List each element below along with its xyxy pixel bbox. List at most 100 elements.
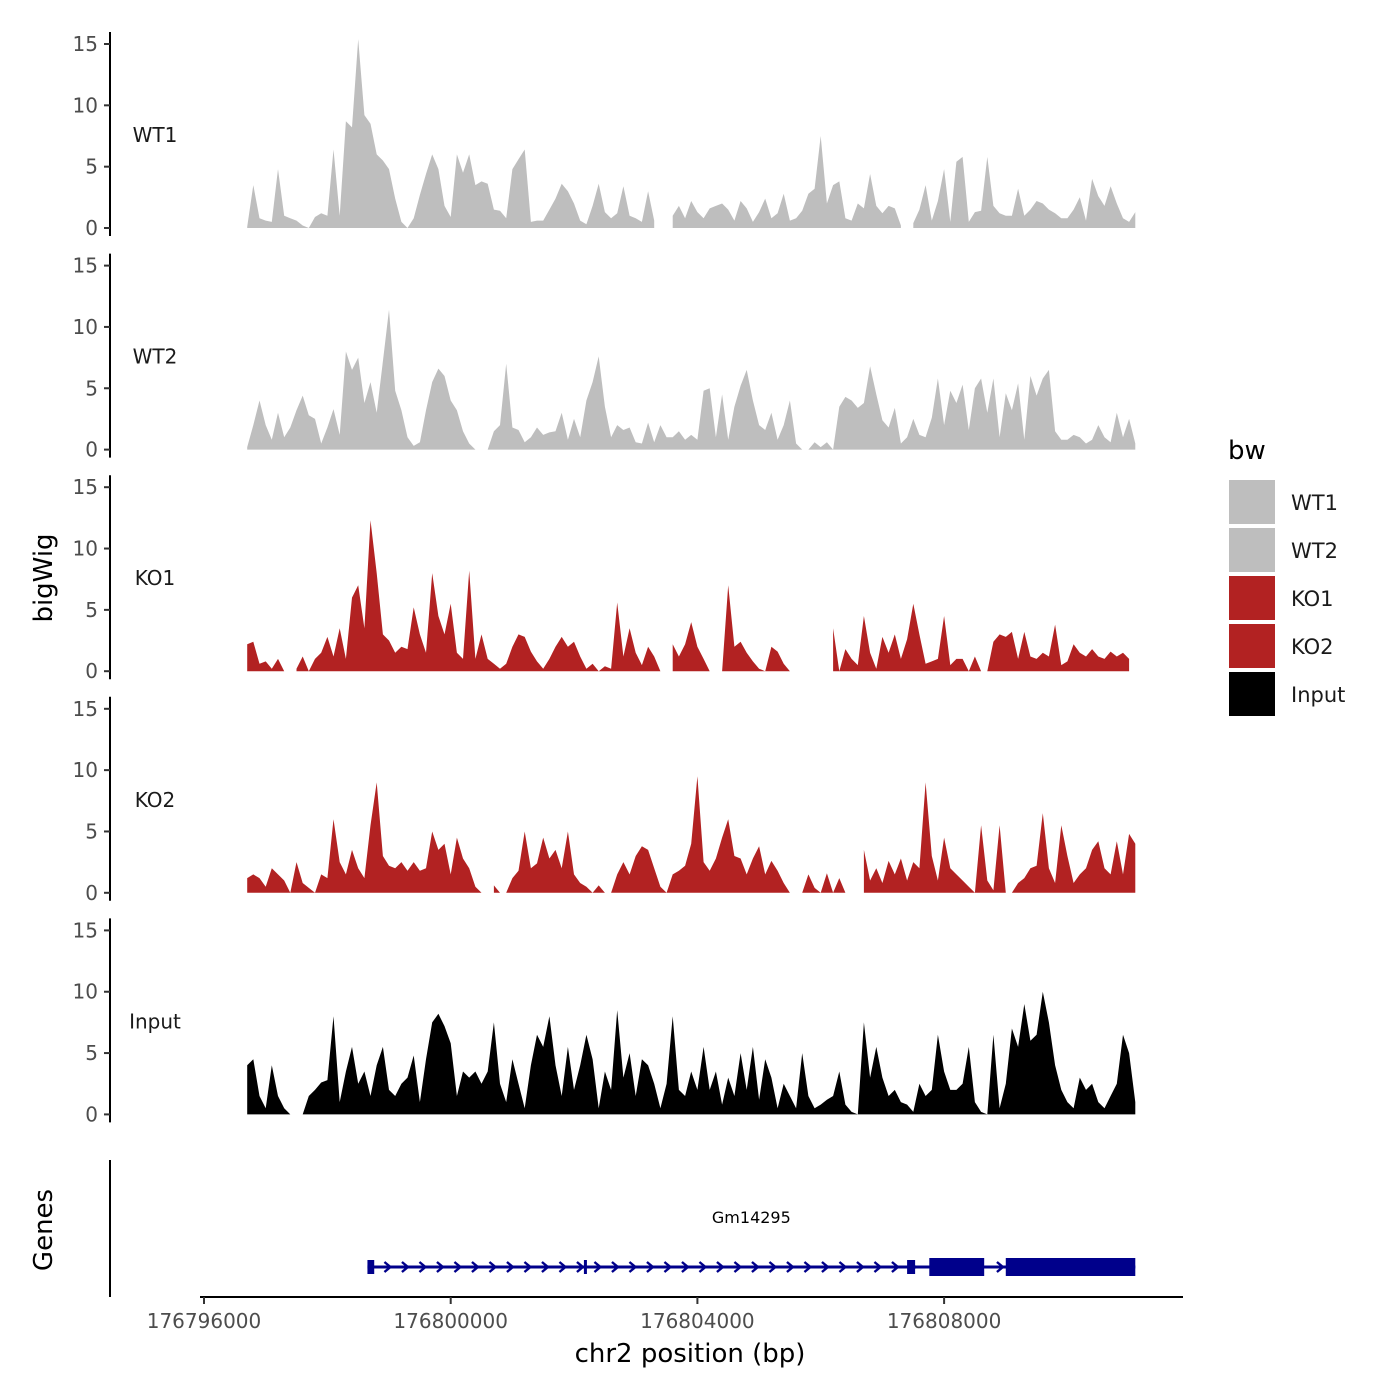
strand-arrow <box>716 1261 725 1273</box>
y-tick-label: 5 <box>85 819 98 843</box>
coverage-area-wt2 <box>487 356 1136 450</box>
x-axis-title: chr2 position (bp) <box>575 1339 806 1369</box>
coverage-area-ko2 <box>493 776 790 893</box>
y-tick-label: 10 <box>73 93 98 117</box>
track-panels: 0 5 10 15 WT1 0 5 10 15 WT2 0 5 10 15 KO1 0 5 10 15 KO2 0 5 10… <box>73 32 1136 1126</box>
legend-key-ko2 <box>1229 624 1275 668</box>
coverage-area-ko1 <box>833 603 1130 672</box>
gene-exon <box>907 1260 916 1274</box>
coverage-area-ko1 <box>247 641 285 672</box>
y-tick-label: 10 <box>73 537 98 561</box>
y-tick-label: 15 <box>73 697 98 721</box>
y-tick-label: 15 <box>73 475 98 499</box>
y-tick-label: 0 <box>85 216 98 240</box>
x-tick-label: 176800000 <box>393 1309 508 1333</box>
x-tick-label: 176796000 <box>147 1309 262 1333</box>
y-axis-title: bigWig <box>29 533 59 622</box>
track-ko1: 0 5 10 15 KO1 <box>73 475 1130 683</box>
strand-arrow <box>803 1261 813 1273</box>
strand-arrow <box>786 1261 795 1273</box>
strand-arrow <box>873 1261 883 1273</box>
track-label: Input <box>129 1009 181 1033</box>
strand-arrow <box>751 1261 760 1273</box>
y-tick-label: 5 <box>85 376 98 400</box>
strand-arrow <box>821 1261 830 1273</box>
legend-key-wt2 <box>1229 528 1275 572</box>
genes-panel: Gm14295 <box>109 1160 1136 1297</box>
legend-key-input <box>1229 672 1275 716</box>
y-tick-label: 0 <box>85 659 98 683</box>
strand-arrow <box>488 1261 498 1273</box>
coverage-area-wt2 <box>247 309 476 450</box>
y-tick-label: 5 <box>85 598 98 622</box>
track-wt1: 0 5 10 15 WT1 <box>73 32 1136 240</box>
legend-label: KO1 <box>1291 587 1334 611</box>
y-tick-label: 15 <box>73 918 98 942</box>
strand-arrow <box>681 1261 690 1273</box>
x-axis: 176796000 176800000 176804000 176808000 <box>147 1296 1183 1333</box>
coverage-area-ko1 <box>722 585 790 672</box>
y-tick-label: 0 <box>85 1102 98 1126</box>
gene-exon <box>929 1258 985 1276</box>
strand-arrow <box>383 1261 393 1273</box>
y-tick-label: 5 <box>85 155 98 179</box>
track-label: KO2 <box>135 788 176 812</box>
strand-arrow <box>611 1261 620 1273</box>
coverage-area-wt1 <box>672 136 901 228</box>
coverage-area-ko2 <box>802 873 846 893</box>
y-tick-label: 15 <box>73 32 98 56</box>
legend-label: WT2 <box>1291 539 1338 563</box>
strand-arrow <box>856 1261 865 1273</box>
strand-arrow <box>646 1261 655 1273</box>
strand-arrow <box>628 1261 638 1273</box>
strand-arrow <box>593 1261 603 1273</box>
strand-arrow <box>523 1261 533 1273</box>
gene-exon <box>1005 1258 1136 1276</box>
y-tick-label: 15 <box>73 254 98 278</box>
strand-arrow <box>506 1261 515 1273</box>
genes-axis-title: Genes <box>29 1189 59 1271</box>
track-label: WT2 <box>133 345 178 369</box>
coverage-area-ko1 <box>296 520 661 672</box>
legend-title: bw <box>1228 436 1266 466</box>
strand-arrow <box>418 1261 428 1273</box>
coverage-area-ko2 <box>863 782 1136 893</box>
coverage-area-input <box>247 1059 291 1115</box>
legend-label: KO2 <box>1291 635 1334 659</box>
x-tick-label: 176804000 <box>640 1309 755 1333</box>
legend-key-ko1 <box>1229 576 1275 620</box>
coverage-area-ko2 <box>247 782 482 893</box>
strand-arrow <box>541 1261 550 1273</box>
strand-arrow <box>733 1261 743 1273</box>
strand-arrow <box>453 1261 463 1273</box>
gene-name-label: Gm14295 <box>712 1208 791 1227</box>
track-label: WT1 <box>133 123 178 147</box>
track-wt2: 0 5 10 15 WT2 <box>73 253 1136 462</box>
legend-label: WT1 <box>1291 491 1338 515</box>
track-ko2: 0 5 10 15 KO2 <box>73 696 1136 905</box>
y-tick-label: 0 <box>85 438 98 462</box>
legend: bw WT1 WT2 KO1 KO2 Input <box>1228 436 1345 716</box>
track-label: KO1 <box>135 566 176 590</box>
legend-label: Input <box>1291 683 1345 707</box>
strand-arrow <box>996 1261 1005 1273</box>
y-tick-label: 10 <box>73 980 98 1004</box>
strand-arrow <box>663 1261 673 1273</box>
strand-arrow <box>838 1261 848 1273</box>
y-tick-label: 10 <box>73 315 98 339</box>
strand-arrow <box>558 1261 568 1273</box>
y-tick-label: 0 <box>85 881 98 905</box>
legend-key-wt1 <box>1229 480 1275 524</box>
strand-arrow <box>768 1261 778 1273</box>
gene-gm14295: Gm14295 <box>367 1208 1136 1276</box>
y-tick-label: 5 <box>85 1041 98 1065</box>
coverage-area-input <box>302 991 1136 1115</box>
strand-arrow <box>576 1261 585 1273</box>
strand-arrow <box>698 1261 708 1273</box>
x-tick-label: 176808000 <box>887 1309 1002 1333</box>
gene-exon <box>367 1260 375 1274</box>
strand-arrow <box>891 1261 900 1273</box>
track-input: 0 5 10 15 Input <box>73 918 1136 1126</box>
strand-arrow <box>436 1261 445 1273</box>
